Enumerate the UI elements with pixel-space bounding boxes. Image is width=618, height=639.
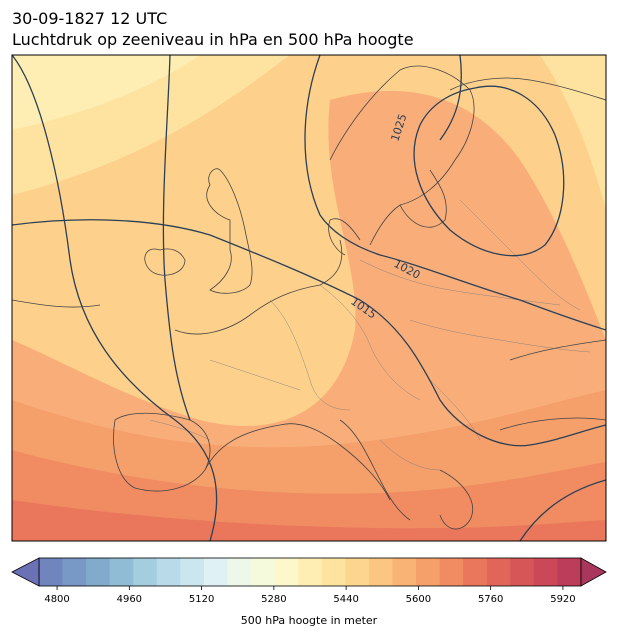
colorbar-cell	[368, 558, 394, 586]
colorbar-tick-label: 5760	[478, 594, 503, 605]
colorbar-cell	[557, 558, 582, 586]
colorbar-cell	[510, 558, 535, 586]
isobar-1025	[413, 85, 565, 257]
colorbar-cell	[274, 558, 299, 586]
colorbar-ticks: 4800 4960 5120 5280 5440 5600 5760 5920	[44, 586, 576, 605]
colorbar-cell	[39, 558, 64, 586]
colorbar-cell	[533, 558, 559, 586]
height-band-5800	[12, 500, 606, 541]
coastlines	[12, 65, 606, 530]
colorbar-extend-high	[580, 557, 607, 587]
colorbar-tick-label: 4800	[44, 594, 69, 605]
colorbar: 4800 4960 5120 5280 5440 5600 5760 5920	[11, 557, 607, 605]
colorbar-cells	[38, 557, 582, 587]
isobar-southeast	[519, 479, 606, 541]
map-datetime: 30-09-1827 12 UTC	[12, 9, 168, 28]
colorbar-tick-label: 5120	[189, 594, 214, 605]
height-band-5600-ne	[540, 55, 606, 210]
colorbar-cell	[321, 558, 346, 586]
country-borders	[149, 199, 591, 471]
colorbar-tick-label: 5280	[261, 594, 286, 605]
colorbar-cell	[227, 558, 252, 586]
colorbar-cell	[345, 558, 370, 586]
colorbar-tick-label: 4960	[117, 594, 142, 605]
colorbar-cell	[463, 558, 488, 586]
isobars	[12, 55, 606, 541]
isobar-west	[162, 55, 191, 421]
colorbar-cell	[203, 558, 229, 586]
colorbar-tick-label: 5600	[406, 594, 431, 605]
colorbar-extend-low	[11, 557, 40, 587]
isobar-southwest	[12, 55, 218, 541]
colorbar-cell	[86, 558, 111, 586]
colorbar-tick-label: 5920	[550, 594, 575, 605]
height-band-5560	[12, 55, 200, 130]
colorbar-cell	[109, 558, 134, 586]
map-title: Luchtdruk op zeeniveau in hPa en 500 hPa…	[12, 30, 414, 49]
colorbar-cell	[416, 558, 441, 586]
colorbar-tick-label: 5440	[333, 594, 358, 605]
colorbar-cell	[392, 558, 417, 586]
colorbar-cell	[133, 558, 158, 586]
colorbar-cell	[486, 558, 511, 586]
colorbar-cell	[180, 558, 205, 586]
colorbar-cell	[251, 558, 276, 586]
colorbar-cell	[62, 558, 87, 586]
colorbar-cell	[156, 558, 181, 586]
isobar-north	[439, 55, 462, 141]
isobar-1020	[304, 55, 606, 331]
title-block: 30-09-1827 12 UTC Luchtdruk op zeeniveau…	[12, 8, 414, 50]
colorbar-cell	[298, 558, 323, 586]
colorbar-cell	[439, 558, 464, 586]
map-frame	[11, 54, 607, 542]
isobar-1015	[12, 219, 606, 447]
colorbar-label: 500 hPa hoogte in meter	[240, 614, 378, 627]
